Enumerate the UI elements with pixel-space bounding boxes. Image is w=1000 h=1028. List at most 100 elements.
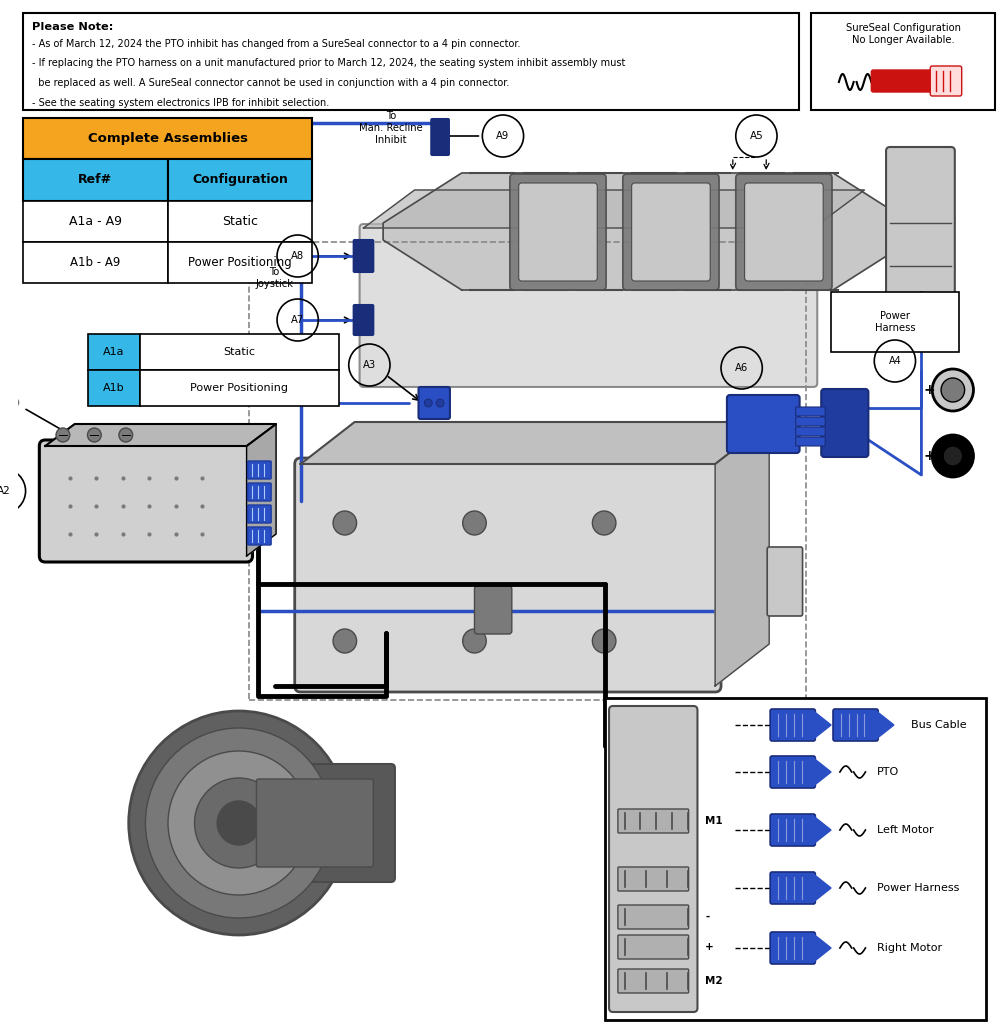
FancyBboxPatch shape (770, 756, 815, 788)
FancyBboxPatch shape (354, 305, 373, 335)
Polygon shape (813, 816, 831, 844)
Text: A2: A2 (0, 486, 11, 495)
Circle shape (56, 428, 70, 442)
FancyBboxPatch shape (736, 174, 832, 290)
FancyBboxPatch shape (168, 200, 312, 242)
Circle shape (463, 629, 486, 653)
Polygon shape (876, 711, 894, 739)
Text: +: + (923, 383, 935, 397)
FancyBboxPatch shape (886, 147, 955, 317)
FancyBboxPatch shape (618, 867, 689, 891)
FancyBboxPatch shape (831, 292, 959, 352)
Polygon shape (813, 758, 831, 786)
Circle shape (129, 711, 349, 935)
FancyBboxPatch shape (235, 764, 395, 882)
FancyBboxPatch shape (930, 66, 962, 96)
FancyBboxPatch shape (811, 13, 995, 110)
FancyBboxPatch shape (632, 183, 710, 281)
Circle shape (463, 511, 486, 535)
Text: Power Positioning: Power Positioning (190, 383, 288, 393)
Text: Power Harness: Power Harness (877, 883, 960, 893)
Text: Power Positioning: Power Positioning (188, 256, 292, 269)
FancyBboxPatch shape (39, 440, 252, 562)
Text: +: + (923, 449, 935, 463)
FancyBboxPatch shape (796, 407, 825, 416)
FancyBboxPatch shape (474, 586, 512, 634)
FancyBboxPatch shape (871, 70, 946, 91)
FancyBboxPatch shape (770, 932, 815, 964)
FancyBboxPatch shape (248, 483, 271, 501)
Text: A1a - A9: A1a - A9 (69, 215, 122, 227)
FancyBboxPatch shape (248, 461, 271, 479)
FancyBboxPatch shape (796, 417, 825, 426)
Text: Ref#: Ref# (78, 174, 112, 186)
FancyBboxPatch shape (295, 458, 721, 692)
Text: A1a: A1a (103, 347, 125, 357)
Text: -: - (705, 912, 710, 922)
FancyBboxPatch shape (140, 334, 339, 370)
Polygon shape (301, 423, 769, 464)
FancyBboxPatch shape (168, 159, 312, 200)
Text: A1b: A1b (103, 383, 125, 393)
Circle shape (87, 428, 101, 442)
Polygon shape (813, 934, 831, 962)
Text: - If replacing the PTO harness on a unit manufactured prior to March 12, 2024, t: - If replacing the PTO harness on a unit… (32, 59, 626, 69)
Polygon shape (247, 424, 276, 556)
FancyBboxPatch shape (168, 242, 312, 283)
FancyBboxPatch shape (833, 709, 878, 741)
FancyBboxPatch shape (510, 174, 606, 290)
Text: Static: Static (223, 347, 255, 357)
FancyBboxPatch shape (23, 13, 799, 110)
FancyBboxPatch shape (605, 698, 986, 1020)
Text: SureSeal Configuration
No Longer Available.: SureSeal Configuration No Longer Availab… (846, 23, 961, 44)
Circle shape (932, 369, 973, 411)
Text: +: + (705, 942, 714, 952)
FancyBboxPatch shape (519, 183, 597, 281)
FancyBboxPatch shape (23, 242, 168, 283)
Circle shape (333, 511, 357, 535)
Polygon shape (363, 190, 864, 228)
Polygon shape (813, 711, 831, 739)
Text: A9: A9 (496, 131, 510, 141)
FancyBboxPatch shape (140, 370, 339, 406)
Circle shape (941, 378, 965, 402)
Text: To
Joystick: To Joystick (255, 267, 293, 289)
Polygon shape (813, 874, 831, 902)
Text: Static: Static (222, 215, 258, 227)
Circle shape (592, 629, 616, 653)
FancyBboxPatch shape (618, 969, 689, 993)
FancyBboxPatch shape (23, 118, 312, 159)
FancyBboxPatch shape (618, 935, 689, 959)
FancyBboxPatch shape (767, 547, 803, 616)
Polygon shape (45, 424, 276, 446)
Circle shape (932, 435, 973, 477)
Polygon shape (383, 173, 912, 290)
Text: To
Man. Recline
Inhibit: To Man. Recline Inhibit (359, 111, 423, 145)
FancyBboxPatch shape (360, 224, 817, 387)
Text: be replaced as well. A SureSeal connector cannot be used in conjunction with a 4: be replaced as well. A SureSeal connecto… (32, 78, 510, 88)
Text: A3: A3 (363, 360, 376, 370)
Text: M2: M2 (705, 976, 723, 986)
Circle shape (168, 751, 309, 895)
Text: A1b - A9: A1b - A9 (70, 256, 120, 269)
Text: Bus Cable: Bus Cable (911, 720, 966, 730)
FancyBboxPatch shape (256, 779, 373, 867)
Circle shape (145, 728, 332, 918)
Circle shape (217, 801, 260, 845)
Circle shape (119, 428, 133, 442)
FancyBboxPatch shape (418, 387, 450, 419)
Circle shape (333, 629, 357, 653)
FancyBboxPatch shape (431, 119, 449, 155)
FancyBboxPatch shape (618, 905, 689, 929)
Text: A4: A4 (889, 356, 901, 366)
FancyBboxPatch shape (796, 437, 825, 446)
Circle shape (424, 399, 432, 407)
FancyBboxPatch shape (248, 527, 271, 545)
Text: PTO: PTO (877, 767, 899, 777)
Text: - As of March 12, 2024 the PTO inhibit has changed from a SureSeal connector to : - As of March 12, 2024 the PTO inhibit h… (32, 39, 521, 49)
Text: A5: A5 (750, 131, 763, 141)
Text: - See the seating system electronics IPB for inhibit selection.: - See the seating system electronics IPB… (32, 98, 330, 108)
FancyBboxPatch shape (623, 174, 719, 290)
FancyBboxPatch shape (88, 370, 140, 406)
FancyBboxPatch shape (618, 809, 689, 833)
